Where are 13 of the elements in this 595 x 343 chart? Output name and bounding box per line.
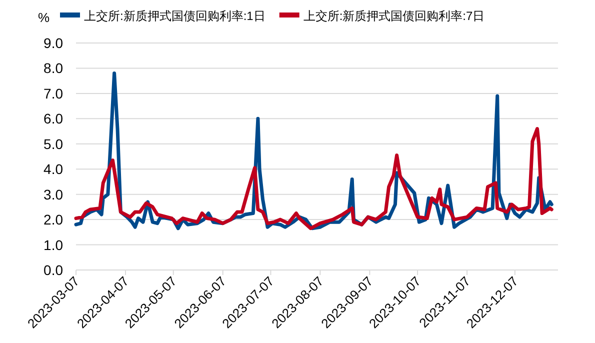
y-axis-title: % — [38, 10, 50, 25]
y-tick-label: 0.0 — [44, 262, 64, 278]
y-tick-label: 9.0 — [44, 35, 64, 51]
legend-label: 上交所:新质押式国债回购利率:1日 — [84, 9, 266, 23]
y-tick-label: 1.0 — [44, 236, 64, 253]
y-tick-label: 2.0 — [44, 212, 64, 228]
y-tick-label: 6.0 — [44, 110, 64, 127]
y-tick-label: 4.0 — [44, 161, 64, 178]
legend-label: 上交所:新质押式国债回购利率:7日 — [303, 9, 485, 23]
y-tick-label: 5.0 — [44, 136, 64, 152]
y-tick-label: 8.0 — [44, 60, 64, 76]
y-tick-label: 3.0 — [44, 186, 64, 202]
y-tick-label: 7.0 — [44, 85, 64, 102]
